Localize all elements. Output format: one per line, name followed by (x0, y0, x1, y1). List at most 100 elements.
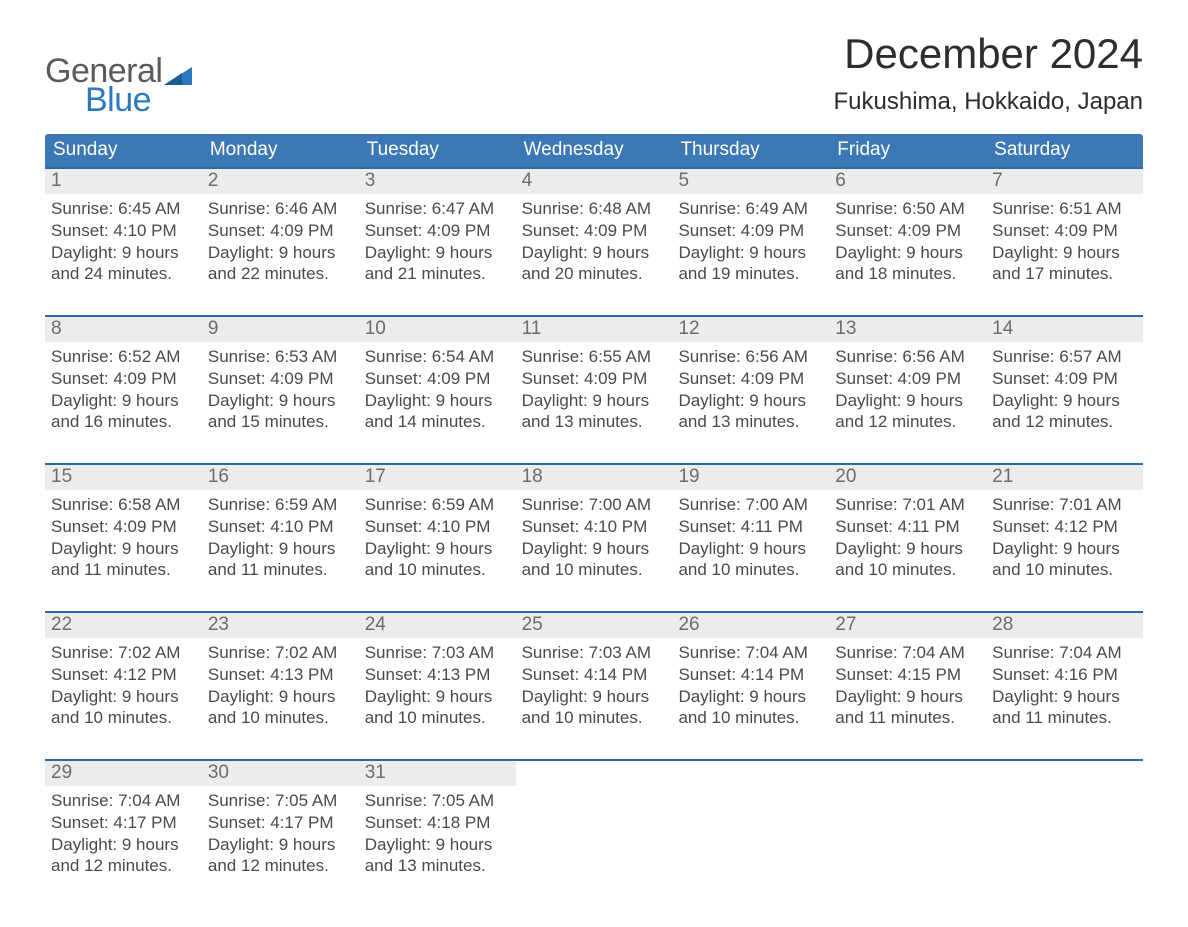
daylight-line: Daylight: 9 hours and 10 minutes. (51, 686, 194, 730)
day-cell: 22 Sunrise: 7:02 AMSunset: 4:12 PMDayligh… (45, 613, 202, 739)
sunset-line: Sunset: 4:09 PM (835, 368, 978, 390)
sunrise-line: Sunrise: 6:51 AM (992, 198, 1135, 220)
daylight-line: Daylight: 9 hours and 13 minutes. (678, 390, 821, 434)
day-number: 18 (516, 465, 673, 490)
day-body: Sunrise: 6:49 AMSunset: 4:09 PMDaylight:… (672, 198, 821, 285)
day-cell: 26Sunrise: 7:04 AMSunset: 4:14 PMDayligh… (672, 613, 829, 739)
sunrise-line: Sunrise: 7:04 AM (678, 642, 821, 664)
daylight-line: Daylight: 9 hours and 12 minutes. (992, 390, 1135, 434)
day-number: 19 (672, 465, 829, 490)
day-number: 8 (45, 317, 202, 342)
day-cell: 12Sunrise: 6:56 AMSunset: 4:09 PMDayligh… (672, 317, 829, 443)
sunset-line: Sunset: 4:18 PM (365, 812, 508, 834)
dow-saturday: Saturday (986, 134, 1143, 167)
daylight-line: Daylight: 9 hours and 10 minutes. (678, 686, 821, 730)
sunrise-line: Sunrise: 6:47 AM (365, 198, 508, 220)
sunset-line: Sunset: 4:09 PM (365, 368, 508, 390)
sunrise-line: Sunrise: 7:05 AM (365, 790, 508, 812)
day-cell: 20 Sunrise: 7:01 AMSunset: 4:11 PMDayligh… (829, 465, 986, 591)
daylight-line: Daylight: 9 hours and 10 minutes. (992, 538, 1135, 582)
daylight-line: Daylight: 9 hours and 10 minutes. (208, 686, 351, 730)
sunrise-line: Sunrise: 6:59 AM (365, 494, 508, 516)
day-cell: 25Sunrise: 7:03 AMSunset: 4:14 PMDayligh… (516, 613, 673, 739)
daylight-line: Daylight: 9 hours and 11 minutes. (992, 686, 1135, 730)
day-body: Sunrise: 6:53 AMSunset: 4:09 PMDaylight:… (202, 346, 351, 433)
day-number: 29 (45, 761, 202, 786)
sunrise-line: Sunrise: 6:48 AM (522, 198, 665, 220)
sunset-line: Sunset: 4:09 PM (678, 368, 821, 390)
sunset-line: Sunset: 4:13 PM (365, 664, 508, 686)
day-body: Sunrise: 6:52 AMSunset: 4:09 PMDaylight:… (45, 346, 194, 433)
day-cell: . (829, 761, 986, 887)
day-number: 5 (672, 169, 829, 194)
day-cell: . (672, 761, 829, 887)
day-number: 27 (829, 613, 986, 638)
day-number: 12 (672, 317, 829, 342)
sunrise-line: Sunrise: 6:55 AM (522, 346, 665, 368)
dow-sunday: Sunday (45, 134, 202, 167)
sunset-line: Sunset: 4:10 PM (208, 516, 351, 538)
sunset-line: Sunset: 4:10 PM (51, 220, 194, 242)
day-cell: 13Sunrise: 6:56 AMSunset: 4:09 PMDayligh… (829, 317, 986, 443)
dow-tuesday: Tuesday (359, 134, 516, 167)
day-body: Sunrise: 6:59 AMSunset: 4:10 PMDaylight:… (202, 494, 351, 581)
sunset-line: Sunset: 4:12 PM (992, 516, 1135, 538)
sunrise-line: Sunrise: 6:49 AM (678, 198, 821, 220)
day-cell: 4Sunrise: 6:48 AMSunset: 4:09 PMDaylight… (516, 169, 673, 295)
day-cell: 16Sunrise: 6:59 AMSunset: 4:10 PMDayligh… (202, 465, 359, 591)
sunrise-line: Sunrise: 6:50 AM (835, 198, 978, 220)
sunset-line: Sunset: 4:17 PM (51, 812, 194, 834)
sunset-line: Sunset: 4:09 PM (51, 516, 194, 538)
daylight-line: Daylight: 9 hours and 22 minutes. (208, 242, 351, 286)
week-row: 15Sunrise: 6:58 AMSunset: 4:09 PMDayligh… (45, 463, 1143, 591)
day-body: Sunrise: 7:00 AMSunset: 4:11 PMDaylight:… (672, 494, 821, 581)
day-cell: 14 Sunrise: 6:57 AMSunset: 4:09 PMDayligh… (986, 317, 1143, 443)
day-body: Sunrise: 7:03 AMSunset: 4:14 PMDaylight:… (516, 642, 665, 729)
day-number: 30 (202, 761, 359, 786)
day-body: Sunrise: 7:04 AMSunset: 4:14 PMDaylight:… (672, 642, 821, 729)
daylight-line: Daylight: 9 hours and 15 minutes. (208, 390, 351, 434)
daylight-line: Daylight: 9 hours and 17 minutes. (992, 242, 1135, 286)
day-body: Sunrise: 7:02 AMSunset: 4:13 PMDaylight:… (202, 642, 351, 729)
sunset-line: Sunset: 4:14 PM (678, 664, 821, 686)
page-subtitle: Fukushima, Hokkaido, Japan (834, 88, 1144, 116)
sunrise-line: Sunrise: 6:53 AM (208, 346, 351, 368)
day-cell: 24Sunrise: 7:03 AMSunset: 4:13 PMDayligh… (359, 613, 516, 739)
day-body: Sunrise: 6:59 AMSunset: 4:10 PMDaylight:… (359, 494, 508, 581)
title-block: December 2024 Fukushima, Hokkaido, Japan (834, 30, 1144, 116)
day-body: Sunrise: 7:02 AMSunset: 4:12 PMDaylight:… (45, 642, 194, 729)
day-body: Sunrise: 6:46 AMSunset: 4:09 PMDaylight:… (202, 198, 351, 285)
sunrise-line: Sunrise: 6:54 AM (365, 346, 508, 368)
day-cell: 28 Sunrise: 7:04 AMSunset: 4:16 PMDayligh… (986, 613, 1143, 739)
day-cell: 10Sunrise: 6:54 AMSunset: 4:09 PMDayligh… (359, 317, 516, 443)
day-body: Sunrise: 6:47 AMSunset: 4:09 PMDaylight:… (359, 198, 508, 285)
day-number: 28 (986, 613, 1143, 638)
daylight-line: Daylight: 9 hours and 10 minutes. (365, 686, 508, 730)
day-body: Sunrise: 6:57 AMSunset: 4:09 PMDaylight:… (986, 346, 1135, 433)
sunset-line: Sunset: 4:09 PM (992, 368, 1135, 390)
daylight-line: Daylight: 9 hours and 24 minutes. (51, 242, 194, 286)
day-number: 20 (829, 465, 986, 490)
day-body: Sunrise: 7:01 AMSunset: 4:11 PMDaylight:… (829, 494, 978, 581)
daylight-line: Daylight: 9 hours and 10 minutes. (522, 686, 665, 730)
day-number: 17 (359, 465, 516, 490)
sunrise-line: Sunrise: 6:52 AM (51, 346, 194, 368)
day-body: Sunrise: 7:04 AMSunset: 4:16 PMDaylight:… (986, 642, 1135, 729)
sunrise-line: Sunrise: 7:03 AM (522, 642, 665, 664)
day-number: 14 (986, 317, 1143, 342)
day-body: Sunrise: 6:45 AMSunset: 4:10 PMDaylight:… (45, 198, 194, 285)
day-body: Sunrise: 7:05 AMSunset: 4:17 PMDaylight:… (202, 790, 351, 877)
dow-monday: Monday (202, 134, 359, 167)
day-body: Sunrise: 7:00 AMSunset: 4:10 PMDaylight:… (516, 494, 665, 581)
day-number: 31 (359, 761, 516, 786)
calendar: SundayMondayTuesdayWednesdayThursdayFrid… (45, 134, 1143, 887)
day-number: 9 (202, 317, 359, 342)
day-body: Sunrise: 6:50 AMSunset: 4:09 PMDaylight:… (829, 198, 978, 285)
day-number: 22 (45, 613, 202, 638)
daylight-line: Daylight: 9 hours and 10 minutes. (522, 538, 665, 582)
days-of-week-row: SundayMondayTuesdayWednesdayThursdayFrid… (45, 134, 1143, 167)
sunset-line: Sunset: 4:09 PM (835, 220, 978, 242)
sunset-line: Sunset: 4:09 PM (208, 220, 351, 242)
daylight-line: Daylight: 9 hours and 11 minutes. (208, 538, 351, 582)
daylight-line: Daylight: 9 hours and 19 minutes. (678, 242, 821, 286)
